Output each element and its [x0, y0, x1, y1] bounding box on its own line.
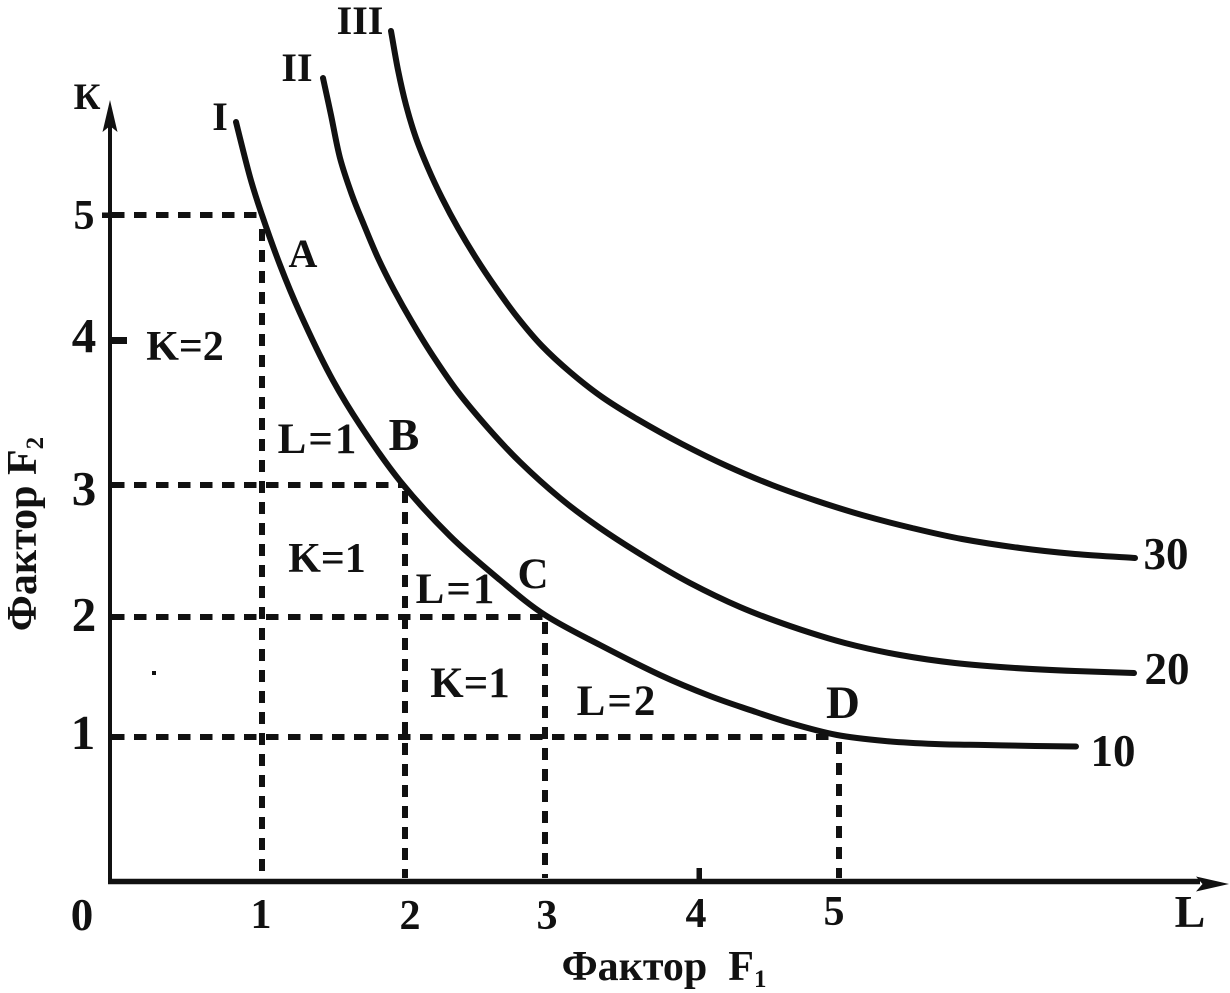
svg-text:2: 2	[400, 893, 421, 939]
svg-text:Фактор F1: Фактор F1	[562, 944, 767, 993]
svg-text:К: К	[74, 77, 101, 118]
svg-text:1: 1	[71, 705, 96, 760]
svg-text:3: 3	[72, 461, 97, 516]
svg-text:L: L	[1175, 886, 1206, 937]
svg-text:5: 5	[74, 193, 95, 239]
svg-text:I: I	[212, 94, 228, 139]
svg-text:20: 20	[1145, 644, 1190, 694]
svg-text:II: II	[281, 45, 312, 90]
svg-text:L=1: L=1	[416, 566, 497, 613]
svg-text:L=1: L=1	[278, 416, 359, 463]
svg-text:1: 1	[251, 892, 272, 938]
svg-text:K=2: K=2	[146, 324, 224, 370]
svg-text:III: III	[337, 0, 384, 43]
svg-text:2: 2	[72, 587, 97, 642]
svg-text:D: D	[826, 677, 860, 729]
svg-text:0: 0	[71, 890, 94, 940]
svg-text:K=1: K=1	[288, 536, 366, 582]
svg-text:L=2: L=2	[577, 678, 658, 725]
svg-text:30: 30	[1144, 529, 1189, 579]
svg-text:5: 5	[824, 889, 845, 935]
svg-text:B: B	[389, 409, 420, 460]
svg-text:4: 4	[72, 308, 97, 363]
svg-text:10: 10	[1091, 726, 1136, 776]
svg-text:3: 3	[537, 893, 558, 939]
svg-text:C: C	[517, 551, 548, 598]
svg-text:K=1: K=1	[430, 660, 509, 707]
svg-text:Фактор F2: Фактор F2	[0, 437, 49, 631]
svg-text:4: 4	[686, 891, 707, 937]
svg-text:A: A	[289, 231, 318, 276]
